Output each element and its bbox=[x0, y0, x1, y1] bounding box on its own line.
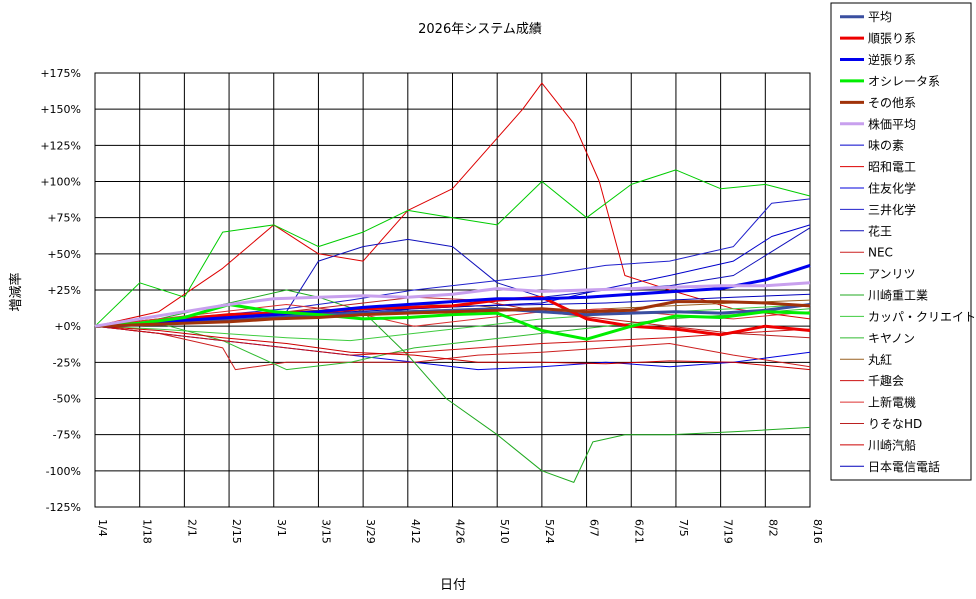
series-line-3 bbox=[94, 303, 811, 341]
chart-title: 2026年システム成績 bbox=[418, 22, 542, 37]
series-line-1 bbox=[94, 295, 811, 337]
y-tick-label: +50% bbox=[47, 248, 81, 261]
x-tick-label: 1/18 bbox=[141, 519, 154, 544]
x-tick-label: 6/21 bbox=[632, 519, 645, 544]
series-line-4 bbox=[94, 300, 811, 328]
y-tick-label: -50% bbox=[53, 393, 81, 406]
y-tick-label: +25% bbox=[47, 284, 81, 297]
legend-label: りそなHD bbox=[868, 417, 922, 431]
legend-label: その他系 bbox=[868, 96, 916, 110]
y-tick-label: +75% bbox=[47, 212, 81, 225]
legend-label: 川崎重工業 bbox=[868, 289, 928, 303]
x-tick-label: 8/2 bbox=[766, 519, 779, 537]
y-tick-label: -100% bbox=[46, 465, 81, 478]
x-tick-label: 7/5 bbox=[677, 519, 690, 537]
legend-label: 上新電機 bbox=[868, 395, 916, 410]
legend-label: 日本電信電話 bbox=[868, 459, 940, 474]
legend-label: 順張り系 bbox=[868, 32, 916, 46]
legend-label: オシレータ系 bbox=[868, 74, 940, 88]
legend-label: 株価平均 bbox=[868, 116, 916, 131]
series-line-5 bbox=[94, 281, 811, 328]
x-tick-label: 3/29 bbox=[364, 519, 377, 544]
series-line-20 bbox=[94, 325, 811, 371]
x-axis-label: 日付 bbox=[440, 578, 466, 593]
y-tick-label: -25% bbox=[53, 356, 81, 369]
axes: +175% +150% +125% +100% +75% +50% +25% +0% -25% -… bbox=[40, 67, 824, 544]
legend-label: アンリツ bbox=[868, 267, 916, 281]
legend-label: 千趣会 bbox=[868, 373, 904, 388]
y-axis-label: 増減率 bbox=[8, 272, 24, 311]
legend-label: カッパ・クリエイト bbox=[868, 310, 976, 324]
x-tick-label: 2/15 bbox=[230, 519, 243, 544]
legend: 平均順張り系逆張り系オシレータ系その他系株価平均味の素昭和電工住友化学三井化学花… bbox=[830, 2, 976, 481]
legend-label: 住友化学 bbox=[868, 180, 916, 195]
legend-label: NEC bbox=[868, 246, 893, 260]
series-line-13 bbox=[94, 289, 811, 483]
x-tick-label: 6/7 bbox=[588, 519, 601, 537]
x-tick-label: 8/16 bbox=[811, 519, 824, 544]
x-tick-label: 5/24 bbox=[543, 519, 556, 544]
x-tick-label: 2/1 bbox=[185, 519, 198, 537]
legend-label: 味の素 bbox=[868, 139, 904, 153]
y-tick-label: -75% bbox=[53, 429, 81, 442]
y-tick-label: +125% bbox=[40, 139, 81, 152]
legend-label: 丸紅 bbox=[868, 353, 892, 367]
y-tick-label: +150% bbox=[40, 103, 81, 116]
x-tick-label: 3/1 bbox=[275, 519, 288, 537]
legend-label: キヤノン bbox=[868, 331, 915, 345]
legend-label: 花王 bbox=[868, 223, 892, 238]
legend-box bbox=[830, 2, 972, 481]
series-line-2 bbox=[94, 263, 811, 328]
series-line-12 bbox=[94, 169, 811, 327]
legend-label: 三井化学 bbox=[868, 202, 916, 217]
legend-label: 逆張り系 bbox=[868, 52, 916, 67]
series-line-7 bbox=[94, 82, 811, 327]
x-tick-label: 5/10 bbox=[498, 519, 511, 544]
legend-label: 川崎汽船 bbox=[868, 437, 916, 452]
legend-label: 平均 bbox=[868, 10, 892, 24]
y-tick-label: -125% bbox=[46, 501, 81, 514]
series-layer bbox=[94, 82, 811, 483]
y-tick-label: +175% bbox=[40, 67, 81, 80]
series-line-17 bbox=[94, 325, 811, 356]
x-tick-label: 4/12 bbox=[409, 519, 422, 544]
y-tick-label: +0% bbox=[54, 320, 81, 333]
y-tick-label: +100% bbox=[40, 176, 81, 189]
series-line-15 bbox=[94, 308, 811, 371]
legend-label: 昭和電工 bbox=[868, 160, 916, 174]
x-tick-label: 3/15 bbox=[319, 519, 332, 544]
x-tick-label: 4/26 bbox=[454, 519, 467, 544]
x-tick-label: 1/4 bbox=[96, 519, 109, 537]
x-tick-label: 7/19 bbox=[722, 519, 735, 544]
